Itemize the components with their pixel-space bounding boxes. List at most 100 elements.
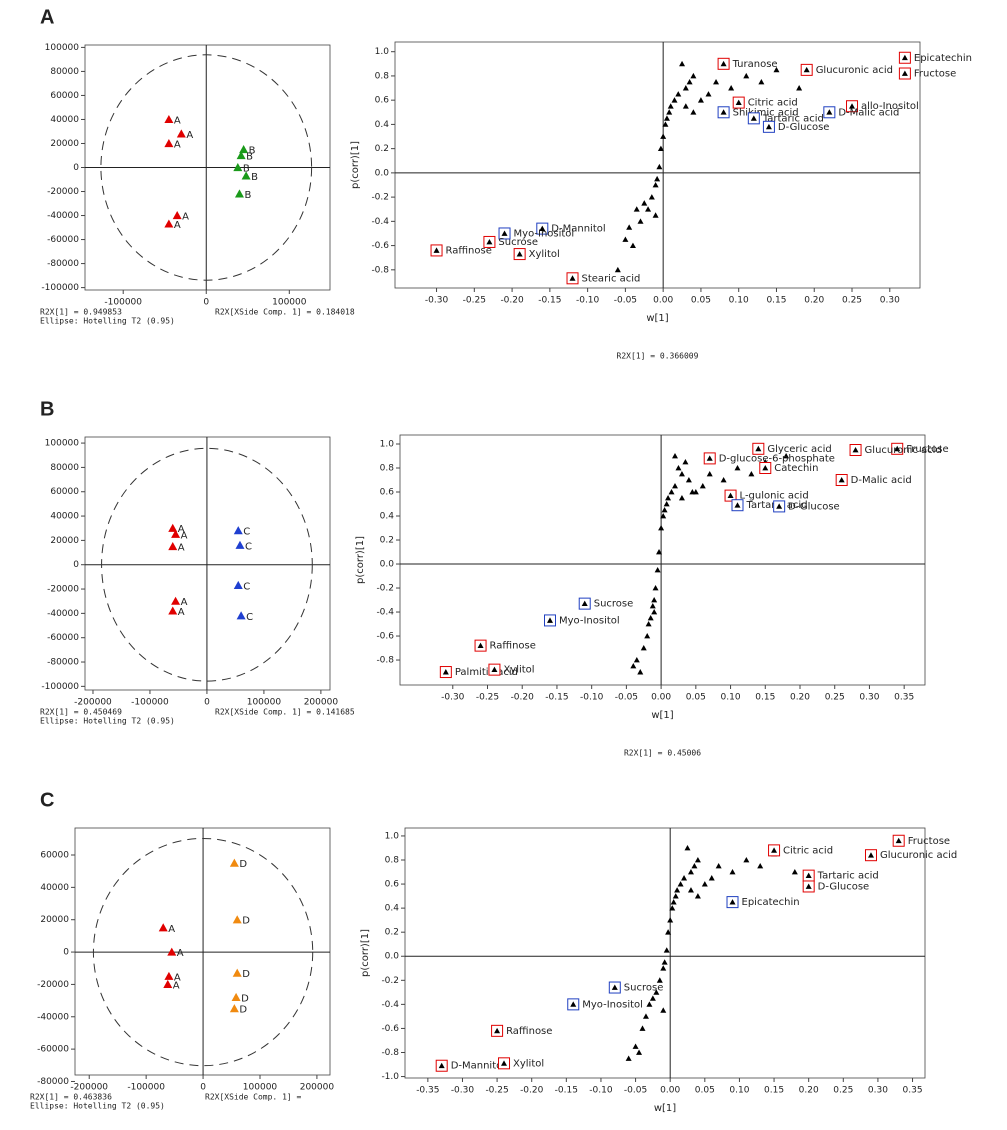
annotation-label: Myo-Inositol bbox=[514, 228, 575, 239]
loading-point bbox=[660, 133, 667, 139]
y-tick-label: 0 bbox=[73, 163, 79, 173]
annotated-point bbox=[727, 492, 734, 499]
plot-frame bbox=[74, 827, 331, 1076]
footer-note: R2X[1] = 0.45006 bbox=[624, 749, 701, 758]
y-tick-label: -0.8 bbox=[371, 265, 389, 275]
annotated-point bbox=[734, 502, 741, 508]
annotation-label: Xylitol bbox=[503, 665, 534, 676]
y-tick-label: 40000 bbox=[50, 512, 79, 522]
x-tick-label: 0.00 bbox=[653, 296, 673, 306]
y-tick-label: 0.8 bbox=[375, 71, 390, 81]
annotation-label: Glucuronic acid bbox=[880, 850, 957, 861]
annotation-label: Xylitol bbox=[529, 249, 560, 260]
loading-point bbox=[681, 875, 688, 881]
score-point bbox=[171, 529, 181, 538]
annotated-point bbox=[849, 103, 856, 109]
y-tick-label: 0.6 bbox=[375, 96, 390, 106]
loading-point bbox=[705, 91, 712, 97]
y-tick-label: -0.4 bbox=[381, 1000, 399, 1010]
point-label: A bbox=[174, 220, 181, 231]
annotation-label: Myo-Inositol bbox=[582, 999, 643, 1010]
x-tick-label: -0.05 bbox=[615, 693, 638, 703]
annotation-label: D-Glucose bbox=[778, 122, 830, 133]
score-note: R2X[XSide Comp. 1] = 0.184018 bbox=[215, 308, 355, 317]
loading-point bbox=[644, 633, 651, 639]
x-tick-label: 0.30 bbox=[859, 693, 879, 703]
loading-point bbox=[660, 965, 667, 971]
annotated-point bbox=[776, 503, 783, 509]
y-tick-label: 0.6 bbox=[380, 488, 395, 498]
annotated-point bbox=[805, 872, 812, 879]
score-point bbox=[171, 596, 181, 605]
annotation-label: D-Glucose bbox=[818, 881, 870, 892]
annotation-label: Epicatechin bbox=[914, 53, 972, 64]
loading-point bbox=[663, 501, 670, 507]
loading-point bbox=[649, 603, 656, 609]
loading-point bbox=[687, 869, 694, 875]
x-tick-label: -0.10 bbox=[589, 1086, 613, 1096]
x-tick-label: -100000 bbox=[131, 698, 169, 708]
loading-point bbox=[706, 471, 713, 477]
annotation-label: Catechin bbox=[774, 463, 818, 474]
x-tick-label: 0.30 bbox=[868, 1086, 888, 1096]
loading-point bbox=[641, 200, 648, 206]
annotated-point bbox=[486, 238, 493, 245]
annotated-point bbox=[570, 1001, 577, 1007]
annotation-label: Raffinose bbox=[446, 245, 492, 256]
annotation-label: Glucuronic acid bbox=[865, 445, 942, 456]
annotated-point bbox=[826, 109, 833, 115]
loading-point bbox=[667, 103, 674, 109]
loading-point bbox=[715, 863, 722, 869]
loading-point bbox=[729, 869, 736, 875]
annotation-label: Sucrose bbox=[594, 599, 634, 610]
y-tick-label: 0.8 bbox=[380, 464, 395, 474]
annotated-point bbox=[755, 445, 762, 452]
loading-point bbox=[686, 78, 693, 85]
y-tick-label: 60000 bbox=[50, 487, 79, 497]
y-tick-label: -80000 bbox=[47, 658, 79, 668]
score-point bbox=[236, 150, 246, 160]
loading-point bbox=[622, 236, 629, 242]
annotation-label: Glyceric acid bbox=[767, 444, 831, 455]
loading-point bbox=[654, 175, 661, 182]
loading-point bbox=[678, 495, 685, 501]
loading-point bbox=[668, 489, 675, 495]
loading-point bbox=[656, 549, 663, 555]
point-label: A bbox=[174, 972, 181, 983]
loading-point bbox=[728, 85, 735, 91]
annotated-point bbox=[501, 1060, 508, 1066]
x-tick-label: 0 bbox=[203, 298, 209, 308]
x-tick-label: -0.20 bbox=[511, 693, 535, 703]
loading-point bbox=[678, 471, 685, 477]
y-axis-label: p(corr)[1] bbox=[350, 141, 361, 189]
point-label: B bbox=[243, 164, 250, 175]
score-point bbox=[241, 171, 251, 180]
loading-point bbox=[701, 881, 708, 887]
point-label: A bbox=[168, 924, 175, 935]
score-note: Ellipse: Hotelling T2 (0.95) bbox=[30, 1102, 165, 1111]
point-label: D bbox=[242, 969, 250, 980]
panel-label: A bbox=[40, 6, 54, 28]
score-point bbox=[164, 138, 174, 148]
loading-point bbox=[689, 489, 696, 495]
x-tick-label: 0.15 bbox=[766, 296, 786, 306]
loading-point bbox=[757, 863, 764, 869]
annotation-label: L-gulonic acid bbox=[740, 491, 809, 502]
y-axis-label: p(corr)[1] bbox=[360, 929, 371, 977]
loading-point bbox=[783, 453, 790, 459]
y-tick-label: 60000 bbox=[50, 91, 79, 101]
annotation-label: Fructose bbox=[914, 69, 956, 80]
y-tick-label: -0.4 bbox=[371, 217, 389, 227]
loading-point bbox=[685, 477, 692, 483]
annotated-point bbox=[547, 617, 553, 623]
x-tick-label: 0.20 bbox=[790, 693, 810, 703]
y-tick-label: -0.2 bbox=[381, 976, 399, 986]
loading-point bbox=[662, 121, 669, 127]
score-point bbox=[235, 540, 245, 549]
y-tick-label: -60000 bbox=[47, 235, 79, 245]
annotated-point bbox=[516, 251, 523, 257]
loading-point bbox=[734, 465, 741, 471]
footer-note: R2X[1] = 0.366009 bbox=[617, 352, 699, 361]
y-tick-label: -80000 bbox=[47, 259, 79, 269]
loading-point bbox=[645, 206, 652, 212]
